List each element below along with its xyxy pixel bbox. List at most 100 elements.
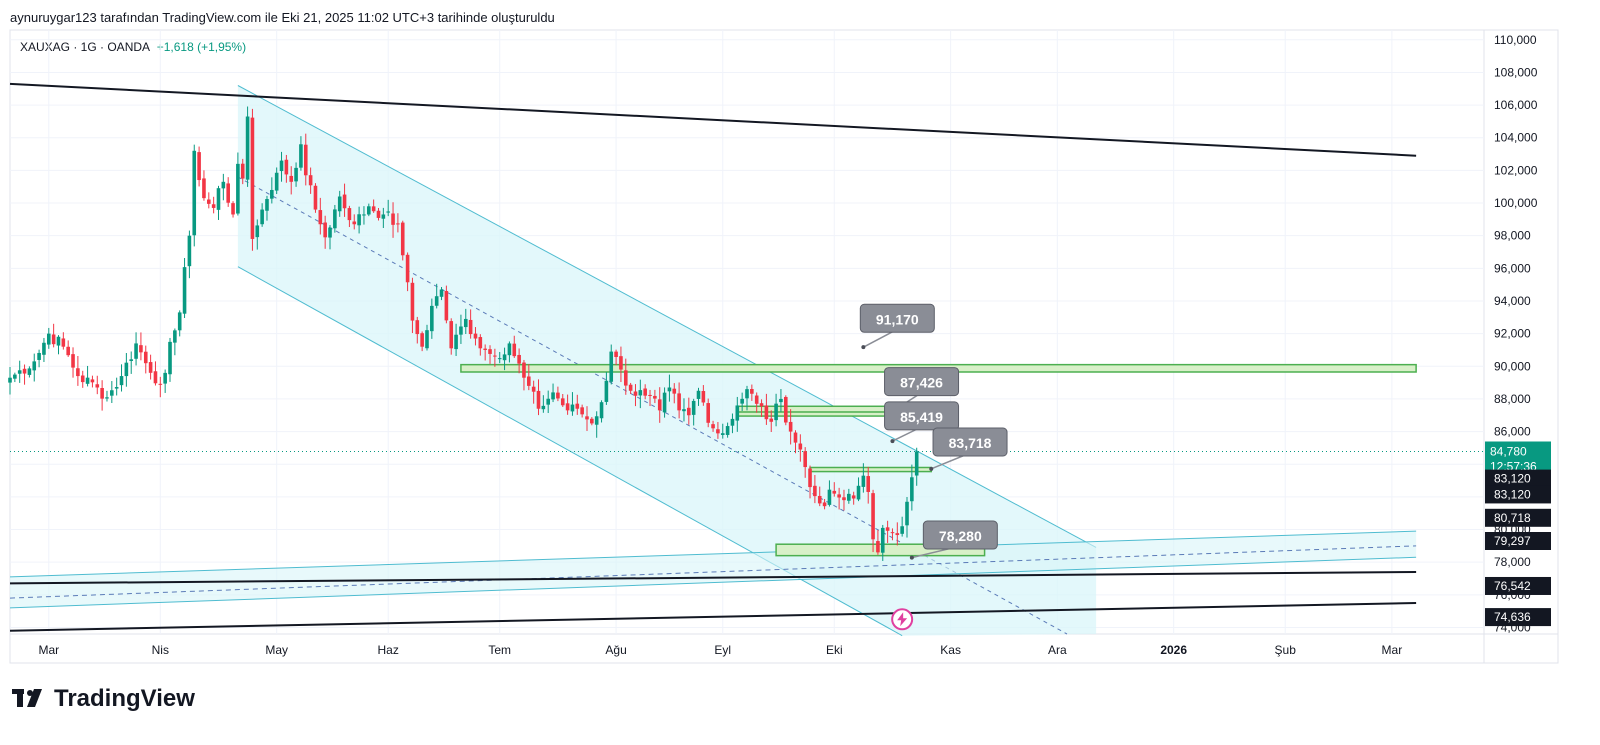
candle-body [27, 368, 32, 375]
candle-body [187, 235, 192, 267]
brand-logo[interactable]: TradingView [12, 685, 195, 713]
candle-body [745, 389, 749, 399]
callout-box[interactable] [922, 520, 998, 550]
candle-body [740, 398, 744, 404]
candle-body [517, 354, 521, 364]
callout-box[interactable] [884, 367, 960, 397]
ascending-channel-lower [9, 556, 1417, 609]
candle-body [497, 358, 502, 360]
candle-body [400, 222, 405, 256]
candle-body [303, 144, 308, 176]
candle-body [367, 206, 371, 215]
callout-label: 78,280 [939, 528, 982, 544]
candle-body [507, 343, 512, 356]
candle-body [580, 407, 584, 415]
price-tick-label: 94,000 [1494, 294, 1531, 308]
candle-body [95, 384, 100, 388]
candle-body [449, 321, 454, 349]
candle-body [231, 203, 235, 215]
candle-body [837, 494, 841, 498]
price-chart[interactable]: 91,170 87,426 85,419 83,718 78,280 110,000 10… [0, 0, 1600, 680]
candle-body [425, 330, 429, 349]
candle-body [531, 386, 536, 392]
time-tick-label: Nis [152, 643, 169, 657]
brand-name: TradingView [54, 685, 195, 712]
candle-body [682, 409, 686, 412]
price-zone[interactable] [809, 466, 932, 473]
candle-body [750, 389, 754, 394]
callout-anchor [890, 439, 895, 444]
candle-body [590, 418, 594, 424]
candle-body [13, 374, 17, 379]
candle-body [294, 167, 298, 182]
trend-line[interactable] [9, 570, 1417, 585]
candle-body [546, 398, 551, 405]
price-tick-label: 108,000 [1494, 65, 1538, 79]
candle-body [143, 351, 148, 364]
candle-body [71, 354, 75, 368]
tradingview-logo-icon [12, 689, 42, 707]
time-tick-label: 2026 [1160, 643, 1187, 657]
candle-body [308, 175, 313, 186]
candle-body [599, 402, 604, 419]
candle-body [914, 451, 919, 476]
price-tick-label: 102,000 [1494, 163, 1538, 177]
candle-body [788, 421, 793, 432]
candle-body [42, 342, 46, 355]
time-tick-label: Haz [378, 643, 399, 657]
candle-body [381, 214, 386, 219]
symbol-change: +1,618 (+1,95%) [156, 40, 247, 54]
price-zone[interactable] [775, 543, 986, 557]
candle-body [754, 395, 759, 404]
candle-body [80, 375, 85, 383]
price-tick-label: 110,000 [1494, 33, 1537, 47]
callout-box[interactable] [884, 401, 960, 431]
price-tag-label: 76,542 [1494, 579, 1531, 593]
price-tick-label: 104,000 [1494, 131, 1538, 145]
price-tag-label: 80,718 [1494, 511, 1531, 525]
candle-body [352, 221, 357, 225]
candle-body [22, 368, 27, 374]
candle-body [774, 403, 778, 421]
candle-body [439, 289, 444, 297]
candles [8, 106, 919, 561]
candle-body [148, 362, 153, 373]
candle-body [856, 485, 861, 500]
candle-body [415, 320, 420, 335]
candle-body [493, 355, 497, 357]
candle-body [905, 501, 909, 526]
candle-body [575, 403, 580, 409]
candle-body [594, 416, 599, 425]
candle-body [619, 356, 623, 370]
candle-body [153, 371, 158, 384]
symbol-legend[interactable]: XAUXAG · 1G · OANDA +1,618 (+1,95%) [20, 40, 246, 54]
last-price-label: 84,780 [1490, 444, 1527, 458]
candle-body [274, 172, 279, 191]
candle-body [323, 222, 327, 238]
candle-body [328, 227, 332, 238]
candle-body [129, 359, 134, 361]
candle-body [895, 533, 900, 536]
callout-box[interactable] [859, 303, 935, 333]
candle-body [483, 348, 487, 350]
candle-body [512, 343, 517, 357]
candle-body [236, 163, 240, 214]
candle-body [8, 377, 12, 383]
ascending-channel-fill [10, 531, 1417, 608]
price-tick-label: 100,000 [1494, 196, 1538, 210]
candle-body [720, 433, 725, 435]
callout-box[interactable] [932, 427, 1008, 457]
candle-body [221, 181, 226, 189]
trend-line[interactable] [9, 82, 1417, 157]
price-callouts: 91,170 87,426 85,419 83,718 78,280 [859, 303, 1008, 560]
time-tick-label: Eki [826, 643, 843, 657]
candle-body [653, 395, 657, 399]
trend-line[interactable] [9, 601, 1417, 632]
candle-body [570, 404, 575, 412]
event-icon[interactable] [891, 608, 914, 631]
time-tick-label: May [265, 643, 288, 657]
candle-body [880, 527, 885, 553]
candle-body [556, 392, 560, 399]
candle-body [46, 333, 51, 345]
